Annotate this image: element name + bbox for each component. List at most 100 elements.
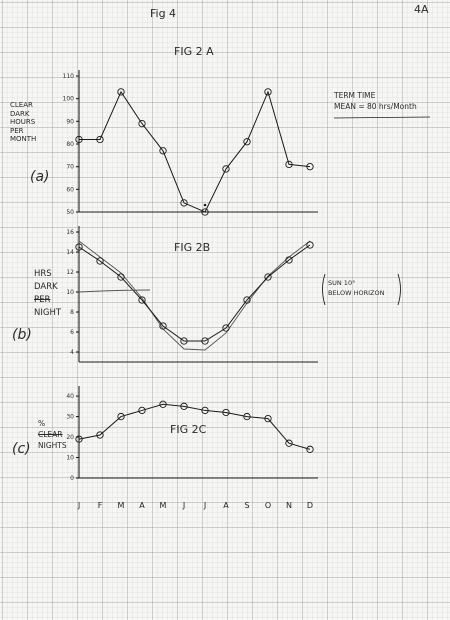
chart-c-series-point: [306, 445, 314, 453]
chart-b-y-tick-label: 14: [66, 249, 74, 256]
chart-a-ylabel: CLEAR DARK HOURS PER MONTH: [10, 101, 50, 144]
chart-a-y-tick-label: 80: [66, 141, 74, 148]
chart-b-series-1-point: [138, 296, 146, 304]
chart-c-title: FIG 2C: [170, 423, 207, 436]
chart-a-y-tick-label: 100: [63, 96, 75, 103]
notes-decor: [322, 116, 431, 306]
month-label: N: [286, 501, 292, 510]
chart-a-y-tick-label: 70: [66, 164, 74, 171]
mean-line-label: MEAN = 80 hrs/Month: [334, 102, 417, 111]
sun-note-line: SUN 10°: [328, 279, 356, 287]
chart-c-series-point: [159, 400, 167, 408]
chart-c-y-tick-label: 40: [66, 393, 74, 400]
chart-c-series-point: [75, 435, 83, 443]
chart-a-series-point: [306, 163, 314, 171]
chart-a-y-tick-label: 60: [66, 186, 74, 193]
chart-b-series-1-point: [285, 256, 293, 264]
chart-a-ylabel-line: CLEAR: [10, 101, 33, 109]
panel-a-label: (a): [30, 169, 50, 185]
chart-c-y-tick-label: 20: [66, 434, 74, 441]
chart-a-y-tick-label: 110: [63, 73, 75, 80]
chart-a-y-tick-label: 50: [66, 209, 74, 216]
month-label: D: [307, 501, 313, 510]
chart-c-series-point: [117, 412, 125, 421]
chart-c-ylabel-line: CLEAR: [38, 430, 63, 439]
chart-c-series-line: [78, 403, 311, 450]
sun-note-line: BELOW HORIZON: [328, 289, 385, 297]
term-time-line: TERM TIME: [334, 91, 376, 100]
chart-a-marker-dot: [203, 203, 207, 207]
chart-c-series-point: [138, 406, 146, 415]
chart-c-ylabel-line: %: [38, 419, 46, 428]
chart-a-series-point: [264, 88, 272, 96]
chart-b-series-1-point: [75, 243, 83, 251]
chart-b-y-tick-label: 6: [70, 329, 74, 336]
chart-b-series-1-point: [264, 273, 272, 281]
chart-c-series-point: [180, 402, 188, 410]
chart-a-ylabel-line: HOURS: [10, 118, 36, 126]
chart-a-series-point: [201, 208, 209, 216]
month-label: M: [118, 501, 125, 510]
chart-a: 110 100 90 80 70 60 50: [63, 70, 318, 216]
chart-b-series-1-line: [78, 244, 311, 342]
chart-a-series-point: [117, 88, 125, 96]
term-time-note: TERM TIME MEAN = 80 hrs/Month: [334, 90, 417, 112]
chart-b-series-2-line: [78, 240, 311, 351]
chart-a-ylabel-line: PER: [10, 126, 24, 135]
chart-b-series-1-point: [117, 273, 125, 281]
chart-b-series-1-point: [96, 257, 104, 265]
chart-b-series-1-point: [201, 337, 209, 345]
sun-note-bracket-left: [322, 273, 326, 306]
chart-b-ylabel-line: PER: [34, 295, 51, 305]
chart-a-y-tick-label: 90: [66, 118, 74, 125]
chart-b-series-1-point: [180, 337, 188, 345]
chart-b-ylabel-line: HRS: [34, 269, 52, 279]
chart-a-ylabel-line: DARK: [10, 109, 30, 118]
sun-note: SUN 10° BELOW HORIZON: [328, 278, 384, 298]
page-label: 4A: [414, 3, 429, 16]
month-label: A: [223, 501, 229, 510]
panel-b-label: (b): [12, 327, 32, 343]
chart-b-y-tick-label: 4: [70, 349, 74, 356]
chart-b-y-tick-label: 10: [66, 289, 74, 296]
chart-b-y-tick-label: 12: [66, 269, 74, 276]
chart-a-series-line: [79, 90, 311, 213]
figure-heading: Fig 4: [150, 7, 177, 20]
chart-c-series-point: [243, 412, 251, 421]
chart-c-series-point: [285, 439, 293, 447]
chart-b-y-tick-label: 8: [70, 309, 74, 316]
mean-underline: [333, 116, 431, 119]
chart-c-series-point: [96, 431, 104, 439]
chart-a-series-point: [222, 165, 230, 173]
chart-c: 40 30 20 10 0: [66, 386, 318, 482]
chart-b-ylabel-line: NIGHT: [34, 308, 62, 318]
chart-a-series-point: [96, 135, 104, 144]
sun-note-bracket-right: [397, 273, 401, 306]
chart-a-series-point: [285, 160, 293, 169]
chart-c-y-tick-label: 0: [70, 475, 74, 482]
chart-c-series-point: [264, 414, 272, 423]
chart-a-series-point: [243, 138, 251, 146]
chart-c-series-point: [201, 406, 209, 415]
chart-c-series-point: [222, 408, 230, 417]
chart-c-y-tick-label: 10: [66, 455, 74, 462]
chart-b-reference-line: [78, 289, 151, 293]
chart-b: 16 14 12 10 8 6 4: [66, 226, 318, 363]
month-label: M: [160, 501, 167, 510]
chart-c-ylabel-line: NIGHTS: [38, 441, 67, 450]
chart-b-series-1-point: [222, 324, 230, 332]
chart-a-title: FIG 2 A: [174, 45, 214, 58]
month-label: A: [139, 501, 145, 510]
month-label: O: [265, 501, 271, 510]
chart-b-ylabel: HRS DARK PER NIGHT: [34, 268, 74, 320]
panel-c-label: (c): [12, 441, 31, 457]
month-label: J: [182, 501, 185, 510]
chart-b-ylabel-line: DARK: [34, 282, 58, 292]
chart-b-series-1-point: [159, 322, 167, 330]
chart-a-series-point: [75, 135, 83, 144]
chart-c-ylabel: % CLEAR NIGHTS: [38, 418, 78, 451]
month-label: F: [98, 501, 103, 510]
